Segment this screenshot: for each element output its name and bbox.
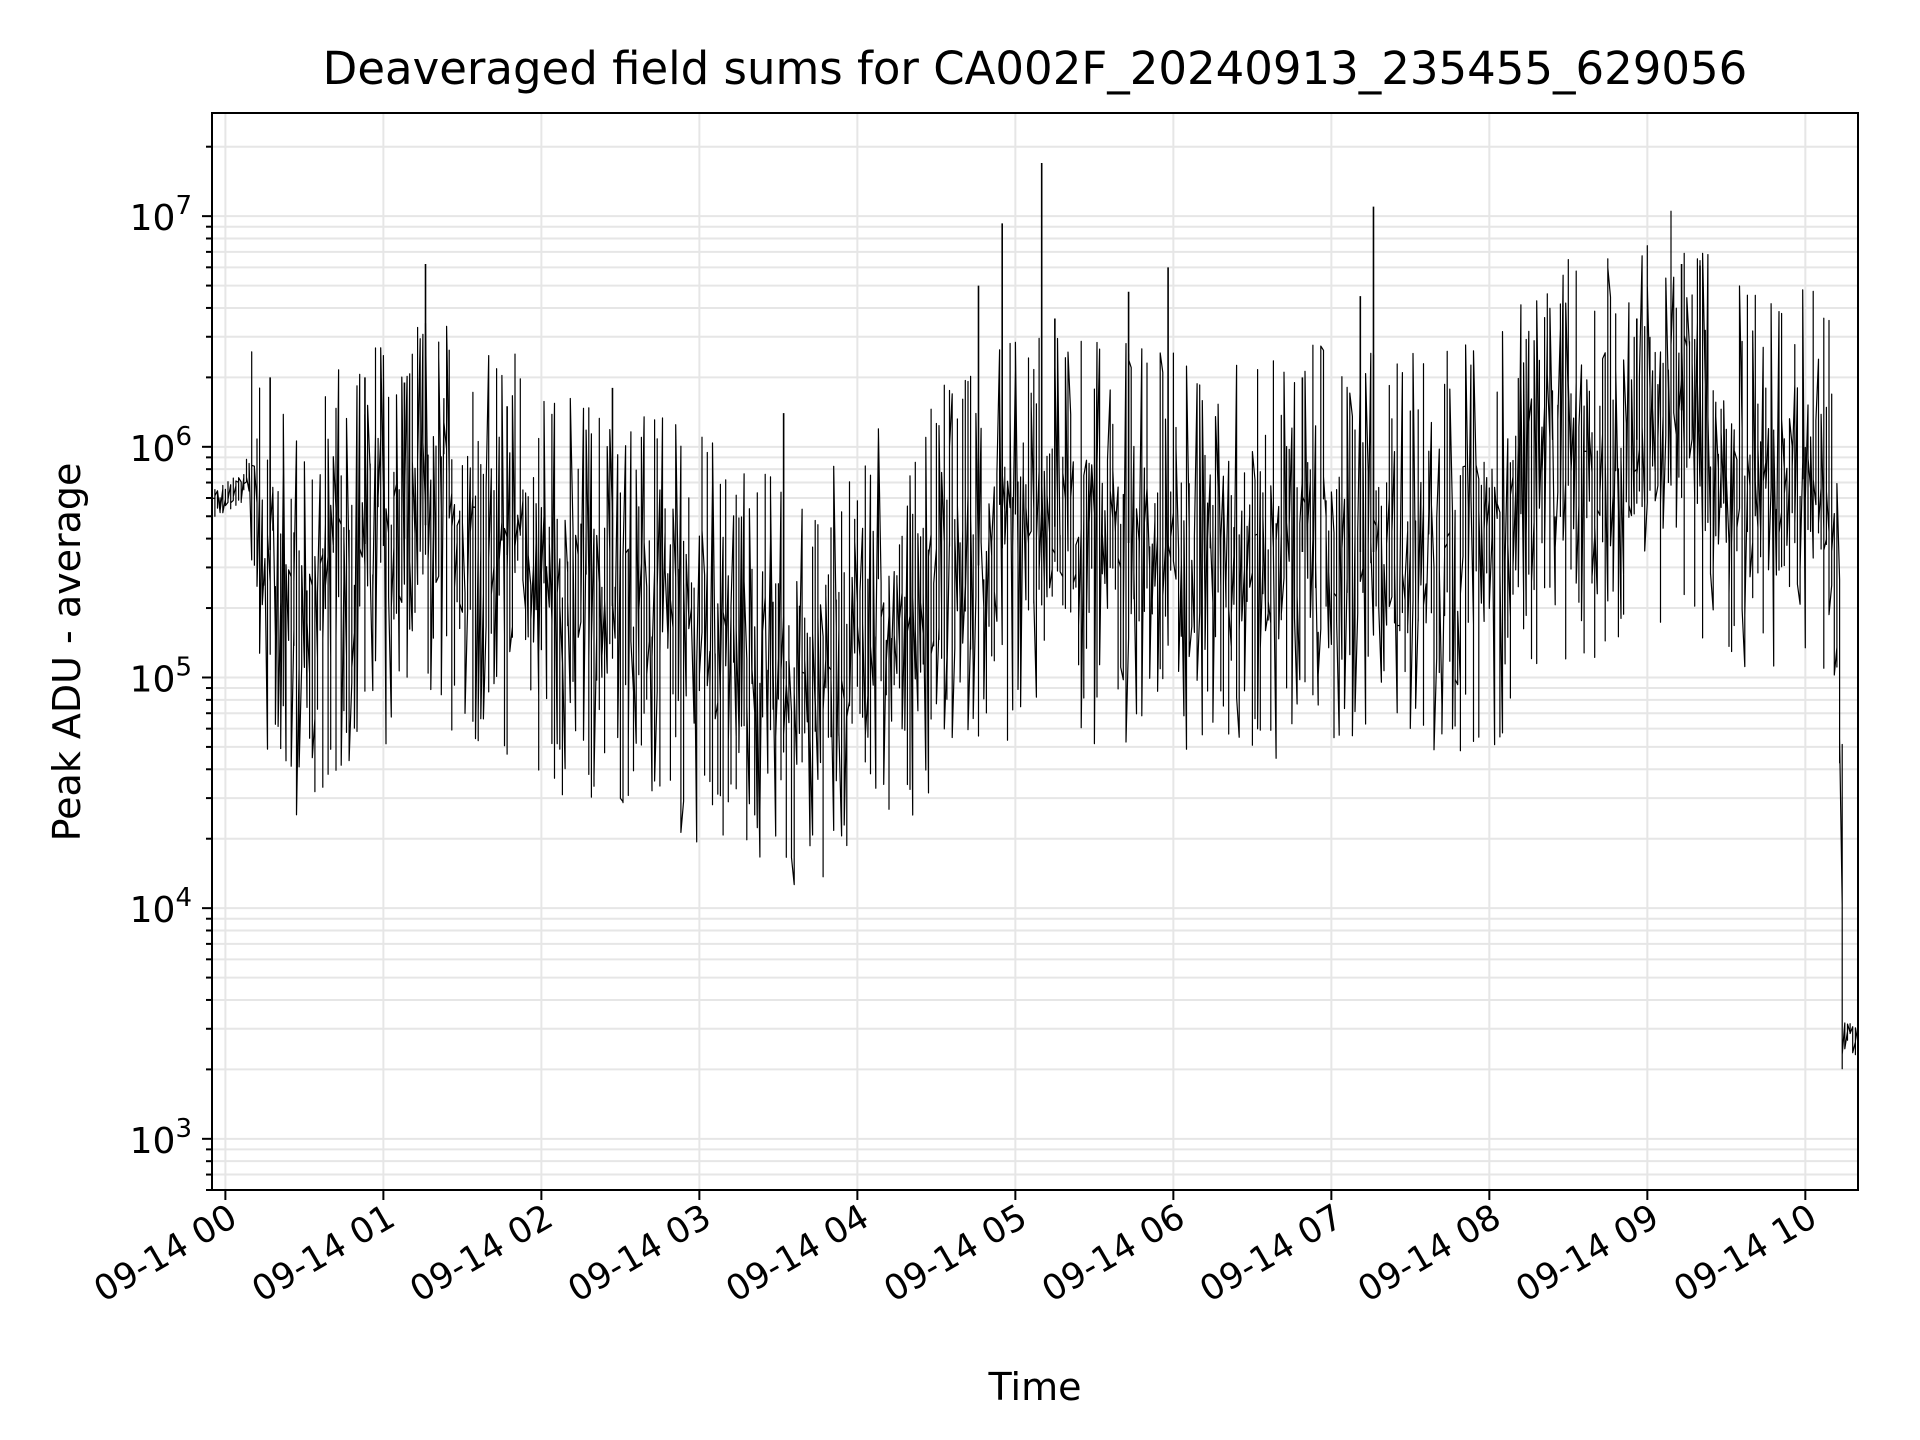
x-tick-label: 09-14 03: [562, 1197, 718, 1310]
x-tick-label: 09-14 01: [246, 1197, 402, 1310]
x-tick-label: 09-14 06: [1036, 1197, 1192, 1310]
grid: [212, 113, 1858, 1191]
x-tick-label: 09-14 05: [878, 1197, 1034, 1310]
x-tick-label: 09-14 07: [1194, 1197, 1350, 1310]
y-tick-label: 103: [130, 1114, 192, 1162]
x-tick-label: 09-14 09: [1510, 1197, 1666, 1310]
y-axis-label: Peak ADU - average: [45, 463, 89, 842]
x-tick-label: 09-14 02: [404, 1197, 560, 1310]
plot-area: [211, 162, 1859, 1070]
x-tick-label: 09-14 00: [88, 1197, 244, 1310]
y-tick-label: 106: [130, 422, 192, 470]
x-tick-label: 09-14 10: [1668, 1197, 1824, 1310]
chart-title: Deaveraged field sums for CA002F_2024091…: [323, 42, 1748, 95]
x-axis-label: Time: [988, 1365, 1082, 1409]
plot-frame: [211, 112, 1859, 1191]
x-tick-label: 09-14 04: [720, 1197, 876, 1310]
x-axis: 09-14 00 09-14 01 09-14 02 09-14 03 09-14 04…: [88, 1190, 1824, 1310]
series-line: [211, 210, 1859, 1070]
x-tick-label: 09-14 08: [1352, 1197, 1508, 1310]
y-tick-label: 104: [130, 883, 192, 931]
y-tick-label: 107: [130, 191, 192, 239]
y-axis: 103 104 105 106 107: [130, 145, 212, 1191]
y-tick-label: 105: [130, 652, 192, 700]
